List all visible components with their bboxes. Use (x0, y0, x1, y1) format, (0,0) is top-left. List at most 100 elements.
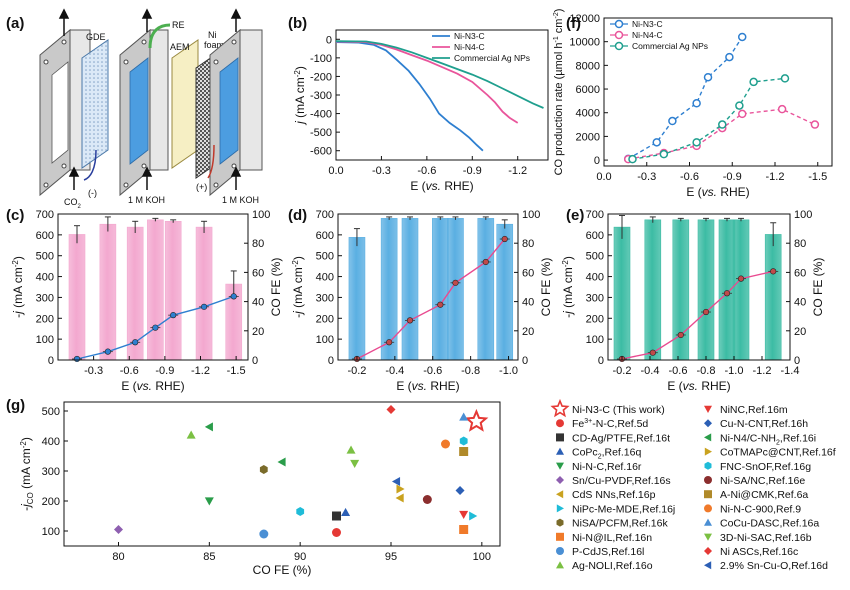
x-tick-label: -0.6 (417, 165, 436, 177)
current-point (132, 339, 139, 346)
y-tick-label: -500 (310, 127, 332, 139)
fe-bar (697, 219, 715, 361)
legend-marker (614, 41, 624, 51)
data-point (628, 154, 637, 164)
legend-marker (704, 490, 712, 499)
y-tick-label-left: 200 (316, 313, 334, 325)
y-tick-label-right: 0 (794, 355, 800, 367)
legend-label: CoTMAPc@CNT,Ref.16f (720, 447, 836, 459)
legend-marker (556, 447, 564, 455)
legend-marker (704, 476, 712, 484)
y-tick-label-right: 0 (252, 355, 258, 367)
y-tick-label: 0 (594, 155, 600, 167)
current-point (386, 339, 393, 346)
y-tick-label-right: 0 (522, 355, 528, 367)
legend-marker (704, 504, 712, 513)
legend-label: P-CdJS,Ref.16l (572, 546, 644, 558)
point-Ni ASCs,Ref.16c (386, 405, 396, 414)
legend-label: Ni-N4/C-NH2,Ref.16i (720, 432, 816, 446)
current-point (452, 279, 459, 286)
point-Ni-N@IL,Ref.16n (459, 525, 469, 534)
x-tick-label: -1.5 (808, 171, 827, 183)
y-tick-label: -200 (310, 71, 332, 83)
x-axis-label: E (vs. RHE) (686, 185, 749, 199)
x-tick-label: -1.2 (191, 365, 210, 377)
y-tick-label: 4000 (576, 108, 600, 120)
x-axis-label: CO FE (%) (253, 563, 312, 577)
label-minus: (-) (88, 188, 97, 198)
x-tick-label: 100 (473, 551, 491, 563)
x-tick-label: 95 (385, 551, 397, 563)
y-tick-label-left: 0 (598, 355, 604, 367)
y-tick-label-left: 0 (48, 355, 54, 367)
point-2.9% Sn-Cu-O,Ref.16d (391, 477, 401, 486)
data-point (737, 32, 747, 42)
panel-label-b: (b) (288, 15, 307, 32)
y-tick-label-left: 600 (316, 230, 334, 242)
point-CdS NNs,Ref.16p (395, 493, 404, 503)
point-FNC-SnOF,Ref.16g (459, 436, 468, 446)
current-point (737, 275, 745, 282)
fe-bar (348, 237, 366, 361)
y-tick-label: -300 (310, 90, 332, 102)
data-point (735, 101, 744, 110)
legend-label: Ni-N-C,Ref.16r (572, 461, 642, 473)
y-tick-label: -100 (310, 53, 332, 65)
axes-frame (607, 213, 791, 361)
data-point (659, 149, 669, 159)
fe-bar (447, 218, 464, 361)
y-tick-label-left: 400 (316, 272, 334, 284)
legend-label: Ni-SA/NC,Ref.16e (720, 475, 805, 487)
x-tick-label: -0.4 (385, 365, 404, 377)
data-point (810, 120, 820, 129)
y-tick-label-left: 300 (316, 292, 334, 304)
x-tick-label: -1.0 (499, 365, 518, 377)
series-line-Ni-N4-C (628, 108, 816, 160)
data-point (737, 109, 747, 119)
legend-label: CoCu-DASC,Ref.16a (720, 518, 819, 530)
panel-b-chart: 0.0 -0.3 -0.6 -0.9 -1.2 0 -100 -200 -300 -400 -500… (293, 29, 549, 193)
legend-marker (614, 30, 624, 40)
current-point (677, 331, 684, 339)
legend-marker (556, 433, 564, 442)
y-tick-label-left: 500 (36, 251, 54, 263)
legend-marker (704, 518, 712, 526)
y-tick-label-left: 200 (36, 313, 54, 325)
x-tick-label: 80 (112, 551, 124, 563)
legend-label: Ni-N@IL,Ref.16n (572, 532, 652, 544)
label-gde: GDE (86, 32, 106, 42)
current-point (723, 290, 731, 297)
fe-bar (164, 221, 182, 361)
end-plate-right (209, 28, 263, 197)
legend-marker (704, 433, 712, 442)
point-CD-Ag/PTFE,Ref.16t (332, 511, 341, 521)
y-tick-label-right: 40 (522, 297, 534, 309)
legend-marker (704, 533, 712, 541)
current-point (152, 324, 159, 331)
data-point (718, 120, 727, 129)
legend-label: Commercial Ag NPs (632, 41, 708, 51)
fe-bar (401, 218, 419, 361)
y-axis-label: CO production rate (µmol h-1 cm-2) (553, 9, 565, 176)
panel-a-schematic: (a) GDE AEM Ni foam (6, 8, 263, 210)
legend-label: FNC-SnOF,Ref.16g (720, 461, 811, 473)
current-point (406, 317, 414, 324)
point-CoPc2,Ref.16q (341, 507, 351, 516)
legend-marker-star (550, 398, 570, 418)
legend-marker (704, 405, 712, 413)
current-point (649, 349, 656, 356)
legend-marker (556, 490, 564, 499)
y-tick-label-left: 500 (586, 251, 604, 263)
x-tick-label: -0.2 (613, 365, 632, 377)
point-Ni-N-C-900,Ref.9 (441, 439, 450, 449)
y-axis-label-left: -j (mA cm-2) (561, 256, 575, 318)
wire-positive (207, 144, 215, 179)
y-tick-label-left: 300 (586, 292, 604, 304)
series-line-Ni-N3-C (335, 41, 484, 152)
current-point (73, 355, 81, 363)
x-tick-label: -0.9 (155, 365, 174, 377)
legend-marker (556, 547, 564, 555)
point-CoCu-DASC,Ref.16a (459, 412, 469, 421)
legend-label: NiNC,Ref.16m (720, 404, 788, 416)
x-tick-label: 0.0 (596, 171, 611, 183)
